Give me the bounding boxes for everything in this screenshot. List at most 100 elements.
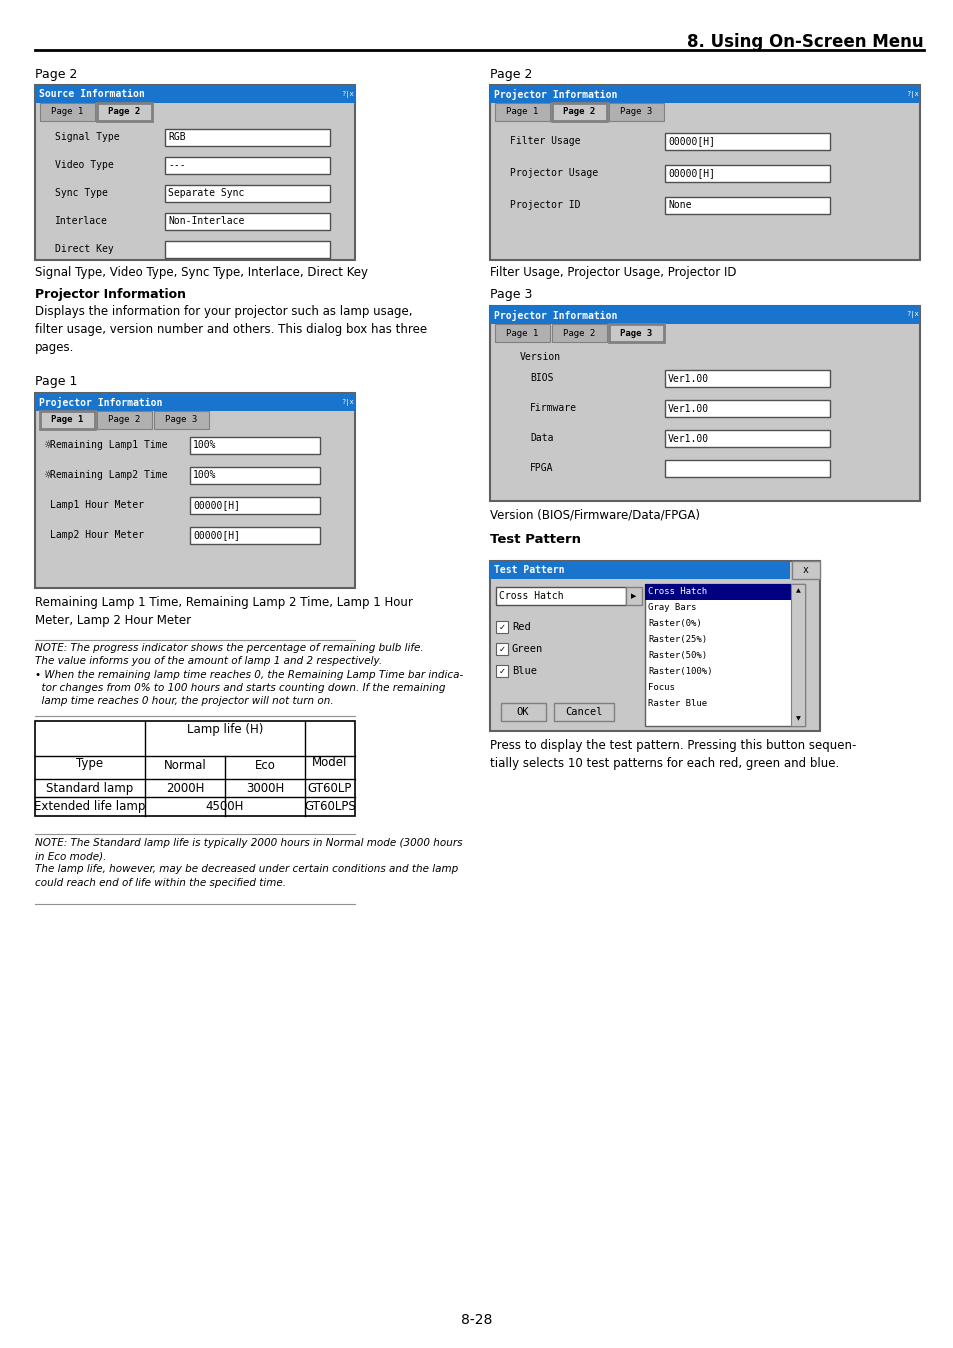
- FancyBboxPatch shape: [664, 460, 829, 477]
- Text: Remaining Lamp2 Time: Remaining Lamp2 Time: [50, 470, 168, 480]
- Text: BIOS: BIOS: [530, 373, 553, 383]
- Text: Type: Type: [76, 756, 104, 770]
- Text: OK: OK: [517, 706, 529, 717]
- Text: Page 1: Page 1: [506, 329, 538, 337]
- Text: NOTE: The progress indicator shows the percentage of remaining bulb life.
The va: NOTE: The progress indicator shows the p…: [35, 643, 423, 666]
- Text: Page 2: Page 2: [563, 108, 595, 116]
- Text: Firmware: Firmware: [530, 403, 577, 412]
- Text: ?|x: ?|x: [904, 90, 918, 97]
- FancyBboxPatch shape: [40, 411, 95, 429]
- Text: ---: ---: [168, 160, 186, 170]
- Text: Cross Hatch: Cross Hatch: [498, 590, 563, 601]
- Text: Green: Green: [512, 644, 542, 654]
- Text: Gray Bars: Gray Bars: [647, 604, 696, 612]
- Text: • When the remaining lamp time reaches 0, the Remaining Lamp Time bar indica-
  : • When the remaining lamp time reaches 0…: [35, 670, 463, 706]
- Text: 4500H: 4500H: [206, 799, 244, 813]
- Text: 00000[H]: 00000[H]: [193, 500, 240, 511]
- Text: Page 2: Page 2: [563, 329, 595, 337]
- FancyBboxPatch shape: [165, 156, 330, 174]
- Text: 00000[H]: 00000[H]: [667, 136, 714, 147]
- Text: Version: Version: [519, 352, 560, 363]
- Text: Raster Blue: Raster Blue: [647, 698, 706, 708]
- Text: GT60LPS: GT60LPS: [304, 799, 355, 813]
- Text: Page 3: Page 3: [490, 288, 532, 301]
- Text: Cross Hatch: Cross Hatch: [647, 588, 706, 596]
- Text: ✓: ✓: [498, 666, 505, 675]
- Text: Ver1.00: Ver1.00: [667, 373, 708, 383]
- Text: 00000[H]: 00000[H]: [193, 531, 240, 541]
- Text: Blue: Blue: [512, 666, 537, 675]
- FancyBboxPatch shape: [496, 586, 625, 605]
- Text: Normal: Normal: [164, 759, 206, 772]
- Text: Ver1.00: Ver1.00: [667, 434, 708, 443]
- Text: Filter Usage: Filter Usage: [510, 136, 579, 146]
- FancyBboxPatch shape: [490, 561, 820, 731]
- Text: 3000H: 3000H: [246, 782, 284, 795]
- Text: Video Type: Video Type: [55, 160, 113, 170]
- FancyBboxPatch shape: [153, 411, 209, 429]
- Text: Version (BIOS/Firmware/Data/FPGA): Version (BIOS/Firmware/Data/FPGA): [490, 510, 700, 522]
- Text: Page 2: Page 2: [35, 67, 77, 81]
- FancyBboxPatch shape: [35, 85, 355, 102]
- Text: Displays the information for your projector such as lamp usage,
filter usage, ve: Displays the information for your projec…: [35, 305, 427, 355]
- Text: Remaining Lamp1 Time: Remaining Lamp1 Time: [50, 439, 168, 450]
- FancyBboxPatch shape: [490, 306, 919, 501]
- Text: Raster(50%): Raster(50%): [647, 651, 706, 661]
- Text: RGB: RGB: [168, 132, 186, 143]
- FancyBboxPatch shape: [490, 306, 919, 324]
- Text: ▶: ▶: [631, 593, 636, 599]
- Text: Filter Usage, Projector Usage, Projector ID: Filter Usage, Projector Usage, Projector…: [490, 266, 736, 279]
- Text: NOTE: The Standard lamp life is typically 2000 hours in Normal mode (3000 hours
: NOTE: The Standard lamp life is typicall…: [35, 838, 462, 887]
- Text: Lamp life (H): Lamp life (H): [187, 723, 263, 736]
- Text: Page 1: Page 1: [35, 375, 77, 388]
- Text: Raster(25%): Raster(25%): [647, 635, 706, 644]
- Text: Press to display the test pattern. Pressing this button sequen-
tially selects 1: Press to display the test pattern. Press…: [490, 739, 856, 770]
- FancyBboxPatch shape: [496, 665, 507, 677]
- Text: ▼: ▼: [795, 717, 800, 721]
- Text: Remaining Lamp 1 Time, Remaining Lamp 2 Time, Lamp 1 Hour
Meter, Lamp 2 Hour Met: Remaining Lamp 1 Time, Remaining Lamp 2 …: [35, 596, 413, 627]
- Text: Test Pattern: Test Pattern: [494, 565, 564, 576]
- Text: ?|x: ?|x: [340, 90, 353, 97]
- Text: Cancel: Cancel: [565, 706, 602, 717]
- Text: GT60LP: GT60LP: [308, 782, 352, 795]
- FancyBboxPatch shape: [554, 704, 614, 721]
- FancyBboxPatch shape: [40, 102, 95, 121]
- Text: Source Information: Source Information: [39, 89, 145, 98]
- Text: ☼: ☼: [43, 470, 51, 480]
- FancyBboxPatch shape: [97, 102, 152, 121]
- FancyBboxPatch shape: [496, 621, 507, 634]
- Text: ✓: ✓: [498, 623, 505, 631]
- FancyBboxPatch shape: [664, 133, 829, 150]
- Text: x: x: [802, 565, 808, 576]
- Text: Page 2: Page 2: [109, 108, 140, 116]
- Text: Interlace: Interlace: [55, 216, 108, 226]
- FancyBboxPatch shape: [552, 102, 606, 121]
- Text: 2000H: 2000H: [166, 782, 204, 795]
- FancyBboxPatch shape: [495, 102, 550, 121]
- FancyBboxPatch shape: [35, 394, 355, 411]
- FancyBboxPatch shape: [35, 721, 355, 816]
- Text: Projector Information: Projector Information: [39, 396, 162, 407]
- FancyBboxPatch shape: [165, 185, 330, 202]
- FancyBboxPatch shape: [664, 400, 829, 417]
- Text: Page 3: Page 3: [165, 415, 197, 425]
- Text: 100%: 100%: [193, 470, 216, 480]
- FancyBboxPatch shape: [664, 430, 829, 448]
- FancyBboxPatch shape: [500, 704, 545, 721]
- Text: ✓: ✓: [498, 644, 505, 654]
- FancyBboxPatch shape: [608, 102, 663, 121]
- Text: Red: Red: [512, 621, 530, 632]
- FancyBboxPatch shape: [552, 324, 606, 342]
- FancyBboxPatch shape: [165, 213, 330, 231]
- Text: FPGA: FPGA: [530, 462, 553, 473]
- Text: Extended life lamp: Extended life lamp: [34, 799, 146, 813]
- FancyBboxPatch shape: [644, 584, 804, 727]
- Text: Page 3: Page 3: [619, 329, 652, 337]
- Text: Projector Usage: Projector Usage: [510, 168, 598, 178]
- FancyBboxPatch shape: [190, 497, 319, 514]
- FancyBboxPatch shape: [625, 586, 641, 605]
- FancyBboxPatch shape: [35, 394, 355, 588]
- Text: ?|x: ?|x: [904, 311, 918, 318]
- Text: Page 2: Page 2: [109, 415, 140, 425]
- Text: Raster(0%): Raster(0%): [647, 619, 701, 628]
